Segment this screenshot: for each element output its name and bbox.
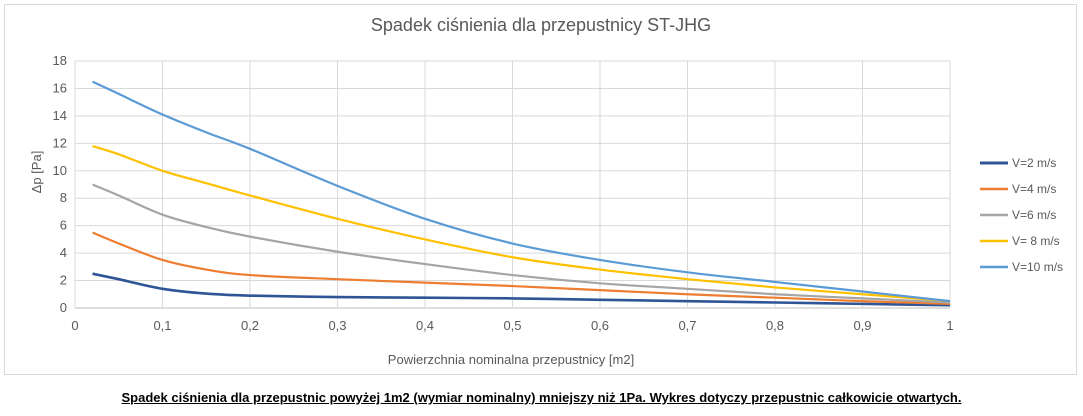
x-tick-label: 0,1 bbox=[153, 318, 171, 333]
y-tick-label: 8 bbox=[60, 190, 67, 205]
y-tick-label: 2 bbox=[60, 273, 67, 288]
x-axis-ticks: 0 0,1 0,2 0,3 0,4 0,5 0,6 0,7 0,8 0,9 1 bbox=[71, 318, 953, 333]
series-line-3 bbox=[92, 183, 951, 304]
series-lines bbox=[92, 80, 951, 307]
series-line-4 bbox=[92, 145, 951, 303]
chart-caption: Spadek ciśnienia dla przepustnic powyżej… bbox=[121, 390, 962, 405]
x-tick-label: 0,5 bbox=[503, 318, 521, 333]
y-tick-label: 14 bbox=[53, 108, 67, 123]
chart-frame: Spadek ciśnienia dla przepustnicy ST-JHG… bbox=[4, 4, 1077, 375]
y-tick-label: 16 bbox=[53, 80, 67, 95]
legend-label: V=2 m/s bbox=[1012, 156, 1056, 170]
legend-label: V=10 m/s bbox=[1012, 260, 1063, 274]
x-tick-label: 0,9 bbox=[853, 318, 871, 333]
legend: V=2 m/s V=4 m/s V=6 m/s V= 8 m/s V=10 m/s bbox=[980, 156, 1063, 274]
y-tick-label: 10 bbox=[53, 163, 67, 178]
legend-label: V=4 m/s bbox=[1012, 182, 1056, 196]
gridlines bbox=[74, 60, 951, 309]
y-tick-label: 12 bbox=[53, 135, 67, 150]
series-line-1 bbox=[92, 272, 951, 307]
x-axis-title: Powierzchnia nominalna przepustnicy [m2] bbox=[388, 352, 634, 367]
legend-label: V=6 m/s bbox=[1012, 208, 1056, 222]
x-tick-label: 0,3 bbox=[328, 318, 346, 333]
y-axis-title: Δp [Pa] bbox=[29, 151, 44, 194]
y-tick-label: 18 bbox=[53, 53, 67, 68]
chart-title: Spadek ciśnienia dla przepustnicy ST-JHG bbox=[371, 15, 711, 35]
x-tick-label: 0,8 bbox=[766, 318, 784, 333]
series-line-5 bbox=[92, 80, 951, 303]
y-tick-label: 0 bbox=[60, 300, 67, 315]
y-tick-label: 4 bbox=[60, 245, 67, 260]
x-tick-label: 0 bbox=[71, 318, 78, 333]
x-tick-label: 0,7 bbox=[678, 318, 696, 333]
x-tick-label: 0,6 bbox=[591, 318, 609, 333]
y-tick-label: 6 bbox=[60, 218, 67, 233]
line-chart: Spadek ciśnienia dla przepustnicy ST-JHG… bbox=[29, 15, 1063, 367]
legend-label: V= 8 m/s bbox=[1012, 234, 1060, 248]
x-tick-label: 0,2 bbox=[241, 318, 259, 333]
series-line-2 bbox=[92, 231, 951, 305]
x-tick-label: 0,4 bbox=[416, 318, 434, 333]
x-tick-label: 1 bbox=[946, 318, 953, 333]
y-axis-ticks: 0 2 4 6 8 10 12 14 16 18 bbox=[53, 53, 67, 315]
